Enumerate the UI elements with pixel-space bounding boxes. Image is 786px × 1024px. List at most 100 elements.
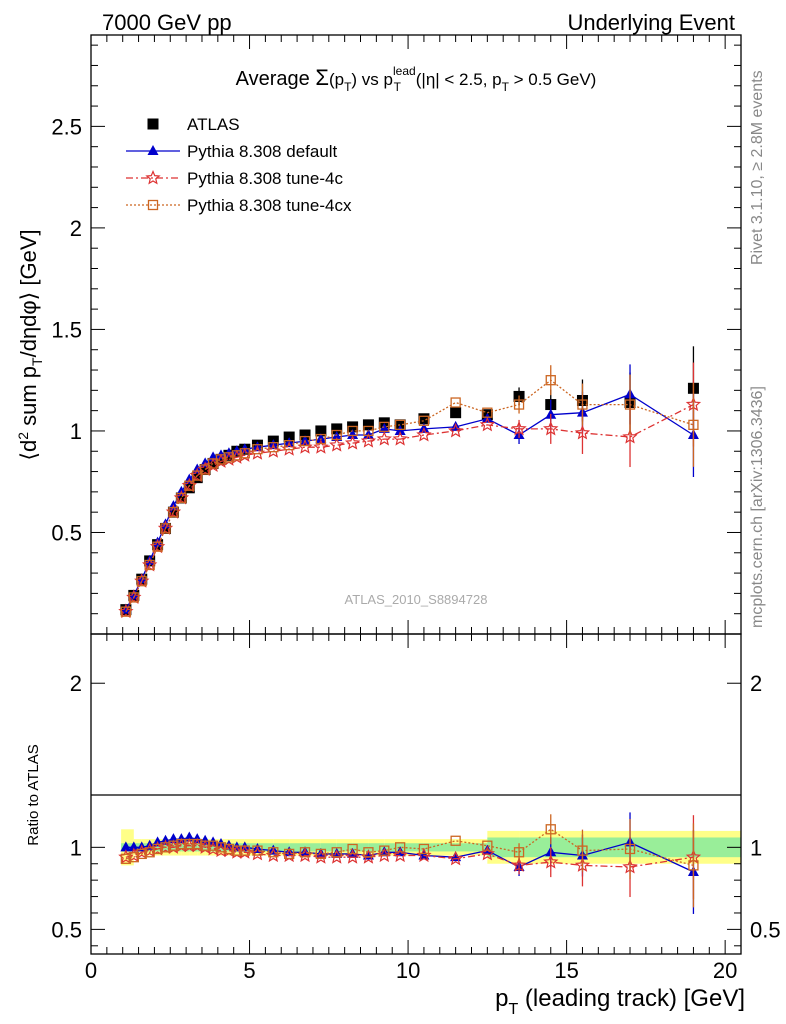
data-point bbox=[545, 375, 556, 386]
main-y-tick-label: 1 bbox=[70, 419, 82, 444]
data-point bbox=[416, 426, 432, 442]
data-point bbox=[577, 399, 588, 410]
data-point bbox=[450, 835, 461, 846]
data-point bbox=[545, 408, 557, 419]
data-point bbox=[392, 847, 408, 863]
stat-uncertainty-band bbox=[289, 843, 306, 852]
data-point bbox=[545, 824, 556, 835]
analysis-watermark: ATLAS_2010_S8894728 bbox=[345, 592, 488, 607]
data-point bbox=[688, 419, 699, 431]
ratio-y-tick-label: 0.5 bbox=[51, 917, 82, 942]
series-line bbox=[125, 845, 694, 868]
data-point bbox=[376, 431, 392, 446]
data-point bbox=[315, 848, 327, 860]
data-point bbox=[128, 592, 139, 603]
data-point bbox=[511, 857, 527, 872]
ratio-series-group bbox=[118, 812, 702, 914]
data-point bbox=[363, 847, 374, 858]
data-point bbox=[128, 589, 140, 600]
data-point bbox=[299, 847, 311, 858]
data-point bbox=[543, 854, 559, 869]
x-tick-label: 5 bbox=[243, 958, 255, 983]
data-point bbox=[574, 424, 591, 440]
data-point bbox=[418, 413, 430, 425]
data-point bbox=[447, 850, 464, 866]
stat-uncertainty-band bbox=[305, 843, 321, 852]
data-point bbox=[191, 472, 203, 484]
data-point bbox=[313, 439, 329, 454]
data-point bbox=[152, 541, 163, 552]
data-point bbox=[622, 428, 638, 444]
data-point bbox=[176, 838, 187, 850]
data-point bbox=[394, 419, 406, 431]
data-point bbox=[192, 838, 203, 850]
stat-uncertainty-band bbox=[352, 843, 369, 852]
data-point bbox=[231, 450, 243, 461]
main-panel: 0.5 1 1.5 2 2.5 Average Σ(pT) vs plead T (|η|… bbox=[15, 34, 742, 635]
stat-uncertainty-band bbox=[582, 837, 631, 858]
data-point bbox=[120, 606, 132, 617]
rivet-version-label: Rivet 3.1.10, ≥ 2.8M events bbox=[749, 70, 766, 265]
data-point bbox=[577, 845, 588, 856]
series-line bbox=[125, 379, 694, 613]
data-point bbox=[160, 523, 171, 534]
data-point bbox=[168, 840, 179, 851]
data-point bbox=[192, 470, 203, 481]
data-point bbox=[223, 452, 235, 463]
series-line bbox=[125, 404, 694, 613]
ratio-y-tick-label: 2 bbox=[70, 671, 82, 696]
data-point bbox=[147, 199, 159, 211]
ratio-y-tick-labels: 0.5 0.5 1 1 2 2 bbox=[51, 671, 780, 942]
main-y-tick-label: 0.5 bbox=[51, 520, 82, 545]
stat-uncertainty-band bbox=[244, 843, 258, 852]
data-point bbox=[624, 843, 636, 855]
data-point bbox=[144, 847, 155, 858]
ratio-y-axis-label: Ratio to ATLAS bbox=[25, 744, 42, 845]
mcplots-label: mcplots.cern.ch [arXiv:1306.3436] bbox=[749, 386, 766, 628]
data-point bbox=[329, 437, 345, 452]
main-y-tick-label: 1.5 bbox=[51, 317, 82, 342]
data-point bbox=[482, 840, 493, 851]
stat-uncertainty-band bbox=[487, 837, 520, 858]
data-point bbox=[688, 860, 699, 871]
header-left: 7000 GeV pp bbox=[102, 10, 232, 35]
x-tick-labels: 0 5 10 15 20 bbox=[85, 958, 738, 983]
data-point bbox=[128, 841, 140, 852]
data-point bbox=[120, 841, 132, 852]
data-point bbox=[183, 482, 195, 494]
main-y-axis-label: ⟨d2 sum pT/dηdφ⟩ [GeV] bbox=[15, 229, 45, 460]
data-point bbox=[223, 843, 235, 855]
data-point bbox=[450, 397, 461, 408]
data-point bbox=[482, 407, 493, 418]
ratio-axis-ticks bbox=[90, 634, 741, 954]
data-point bbox=[543, 420, 559, 436]
data-point bbox=[513, 847, 525, 858]
data-point bbox=[283, 431, 295, 443]
legend-label: Pythia 8.308 tune-4c bbox=[187, 169, 343, 188]
data-point bbox=[315, 433, 327, 444]
data-point bbox=[331, 431, 343, 442]
series-atlas bbox=[120, 346, 699, 616]
ratio-y-tick-label-right: 2 bbox=[750, 671, 762, 696]
data-point bbox=[120, 603, 132, 614]
data-point bbox=[511, 420, 527, 436]
series-pythia-8-308-tune-4cx bbox=[120, 365, 699, 617]
stat-uncertainty-band bbox=[320, 843, 337, 852]
data-point bbox=[479, 845, 496, 861]
stat-uncertainty-band bbox=[368, 843, 385, 852]
data-point bbox=[239, 448, 250, 459]
stat-uncertainty-band bbox=[693, 837, 741, 858]
x-tick-label: 15 bbox=[554, 958, 578, 983]
data-point bbox=[215, 454, 227, 465]
stat-uncertainty-band bbox=[423, 843, 456, 852]
data-point bbox=[136, 573, 148, 584]
data-point bbox=[239, 845, 250, 856]
series-pythia-8-308-default bbox=[120, 364, 699, 614]
main-title: Average Σ(pT) vs plead T (|η| < 2.5, pT >… bbox=[236, 64, 597, 94]
stat-uncertainty-band bbox=[384, 843, 401, 852]
series-line bbox=[125, 393, 694, 610]
data-point bbox=[379, 845, 390, 856]
data-point bbox=[152, 843, 163, 855]
legend: ATLAS Pythia 8.308 default Pythia 8.308 tu… bbox=[126, 115, 352, 215]
